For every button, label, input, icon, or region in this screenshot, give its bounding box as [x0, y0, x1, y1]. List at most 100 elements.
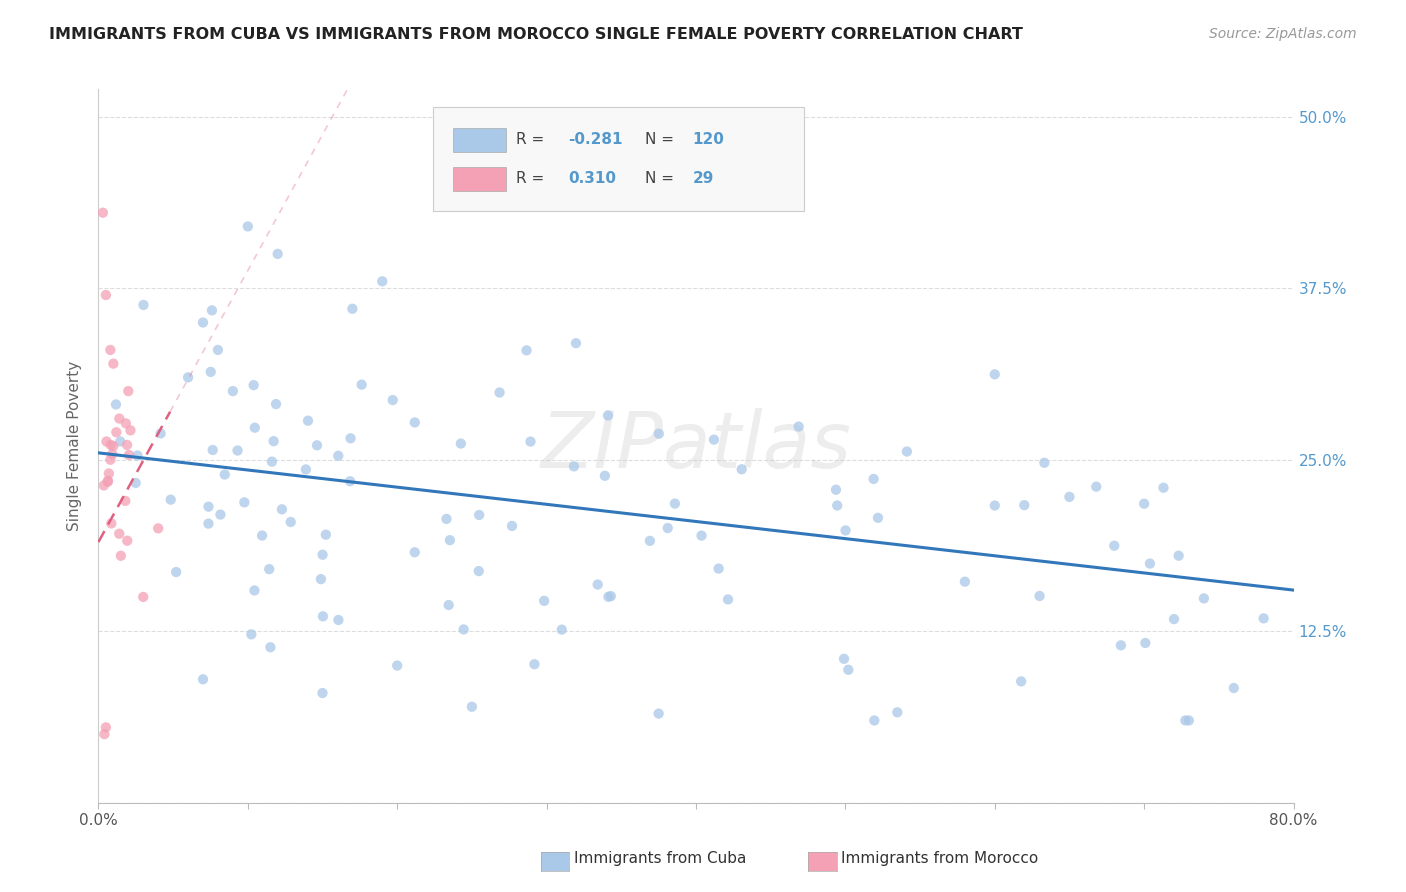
Point	[866, 511, 889, 525]
Point	[263, 434, 285, 449]
Point	[315, 527, 337, 541]
Point	[93, 478, 115, 492]
Point	[519, 434, 541, 449]
Point	[214, 467, 236, 482]
Point	[468, 508, 491, 522]
Point	[461, 699, 484, 714]
Point	[98, 343, 122, 357]
Point	[120, 423, 142, 437]
Point	[381, 392, 404, 407]
Point	[339, 431, 361, 445]
Point	[280, 515, 302, 529]
Point	[236, 219, 259, 234]
Point	[1033, 456, 1056, 470]
Point	[250, 528, 273, 542]
Point	[690, 528, 713, 542]
Point	[638, 533, 661, 548]
Point	[703, 433, 725, 447]
Point	[862, 472, 884, 486]
Point	[132, 590, 155, 604]
Point	[240, 627, 263, 641]
Point	[1109, 638, 1132, 652]
Point	[439, 533, 461, 548]
Point	[593, 468, 616, 483]
Point	[984, 499, 1007, 513]
Y-axis label: Single Female Poverty: Single Female Poverty	[67, 361, 83, 531]
Text: 0.310: 0.310	[568, 171, 616, 186]
Point	[404, 416, 426, 430]
Point	[404, 545, 426, 559]
Text: Source: ZipAtlas.com: Source: ZipAtlas.com	[1209, 27, 1357, 41]
Point	[101, 447, 124, 461]
Point	[731, 462, 754, 476]
Point	[551, 623, 574, 637]
Point	[197, 500, 219, 514]
Point	[328, 613, 350, 627]
Point	[264, 397, 287, 411]
Text: -0.281: -0.281	[568, 132, 623, 147]
Point	[177, 370, 200, 384]
Point	[657, 521, 679, 535]
Point	[342, 301, 364, 316]
Point	[260, 455, 283, 469]
Point	[596, 409, 619, 423]
Point	[837, 663, 859, 677]
Point	[201, 442, 224, 457]
Point	[270, 502, 292, 516]
Point	[1223, 681, 1246, 695]
Point	[114, 494, 136, 508]
Text: N =: N =	[644, 171, 679, 186]
Point	[515, 343, 537, 358]
Point	[105, 425, 128, 440]
Point	[983, 368, 1005, 382]
Point	[200, 365, 222, 379]
Point	[598, 590, 620, 604]
Point	[488, 385, 510, 400]
Point	[148, 521, 170, 535]
Point	[108, 526, 131, 541]
Point	[825, 483, 848, 497]
Point	[562, 459, 585, 474]
Point	[108, 411, 131, 425]
Point	[863, 714, 886, 728]
Point	[565, 336, 588, 351]
Point	[436, 512, 458, 526]
Point	[132, 298, 155, 312]
Point	[664, 497, 686, 511]
Point	[825, 499, 848, 513]
Point	[647, 706, 669, 721]
Point	[100, 438, 122, 452]
Text: Immigrants from Morocco: Immigrants from Morocco	[841, 851, 1038, 865]
Point	[94, 720, 117, 734]
Point	[209, 508, 232, 522]
Point	[1133, 497, 1156, 511]
Point	[1163, 612, 1185, 626]
Point	[467, 564, 489, 578]
Point	[259, 640, 281, 655]
Point	[1153, 481, 1175, 495]
Point	[1253, 611, 1275, 625]
Point	[1012, 498, 1035, 512]
Point	[437, 598, 460, 612]
Point	[305, 438, 328, 452]
Point	[599, 589, 621, 603]
Point	[242, 378, 264, 392]
Point	[127, 449, 149, 463]
Point	[110, 549, 132, 563]
Point	[110, 434, 132, 449]
Text: IMMIGRANTS FROM CUBA VS IMMIGRANTS FROM MOROCCO SINGLE FEMALE POVERTY CORRELATIO: IMMIGRANTS FROM CUBA VS IMMIGRANTS FROM …	[49, 27, 1024, 42]
Point	[96, 434, 118, 449]
Text: R =: R =	[516, 132, 548, 147]
Point	[311, 548, 333, 562]
Point	[191, 673, 214, 687]
Point	[586, 577, 609, 591]
Point	[1167, 549, 1189, 563]
Point	[834, 524, 856, 538]
Point	[328, 449, 350, 463]
Point	[201, 303, 224, 318]
FancyBboxPatch shape	[453, 167, 506, 191]
Point	[717, 592, 740, 607]
Point	[124, 475, 146, 490]
Point	[896, 444, 918, 458]
Point	[117, 384, 139, 398]
